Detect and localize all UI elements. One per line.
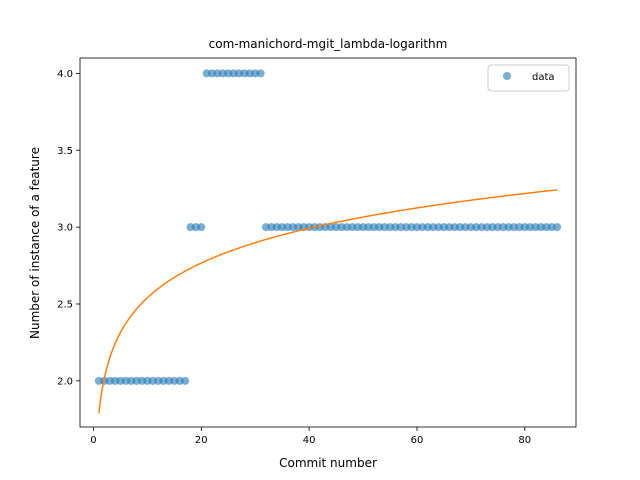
legend-marker xyxy=(503,72,511,80)
legend-label: data xyxy=(532,72,555,83)
y-tick-label: 2.0 xyxy=(57,376,73,387)
x-tick-label: 20 xyxy=(195,435,208,446)
y-tick-label: 3.5 xyxy=(57,146,73,157)
data-point xyxy=(197,223,206,232)
plot-area: 0 20 40 60 80 2.0 2.5 3.0 3.5 4.0 data xyxy=(57,57,577,446)
legend: data xyxy=(487,64,570,92)
axes-frame xyxy=(79,57,577,428)
x-tick-label: 0 xyxy=(90,435,96,446)
x-tick-label: 80 xyxy=(518,435,531,446)
x-axis-title: Commit number xyxy=(279,456,377,470)
x-tick-label: 60 xyxy=(411,435,424,446)
chart-title: com-manichord-mgit_lambda-logarithm xyxy=(209,37,448,51)
fit-line xyxy=(98,189,558,414)
x-tick-label: 40 xyxy=(303,435,316,446)
y-tick-label: 3.0 xyxy=(57,223,73,234)
data-point xyxy=(256,69,265,78)
y-axis-title: Number of instance of a feature xyxy=(28,147,42,339)
legend-box xyxy=(487,64,570,92)
data-point xyxy=(553,223,562,232)
data-point xyxy=(181,376,190,385)
y-tick-label: 4.0 xyxy=(57,69,73,80)
y-tick-label: 2.5 xyxy=(57,300,73,311)
